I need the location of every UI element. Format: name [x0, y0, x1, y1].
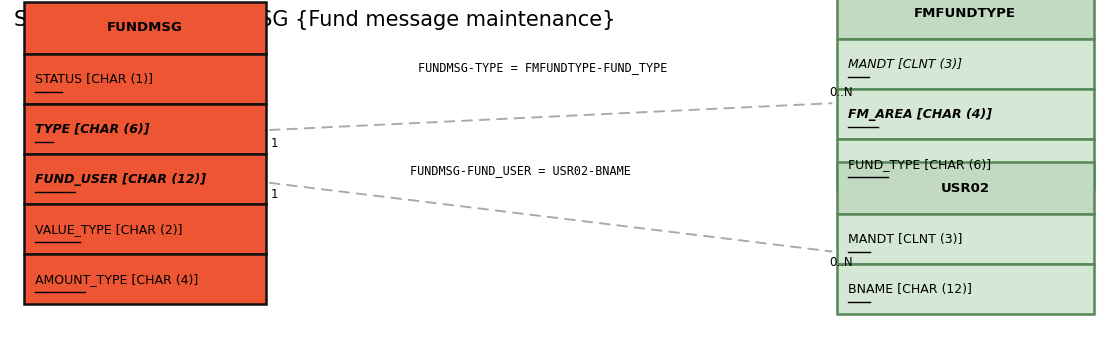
Text: MANDT [CLNT (3)]: MANDT [CLNT (3)]	[848, 233, 962, 246]
FancyBboxPatch shape	[837, 39, 1094, 89]
FancyBboxPatch shape	[24, 54, 266, 104]
Text: FM_AREA [CHAR (4)]: FM_AREA [CHAR (4)]	[848, 108, 992, 121]
FancyBboxPatch shape	[24, 104, 266, 154]
Text: 1: 1	[270, 188, 278, 201]
FancyBboxPatch shape	[837, 264, 1094, 314]
FancyBboxPatch shape	[24, 2, 266, 54]
FancyBboxPatch shape	[837, 139, 1094, 189]
Text: FUNDMSG-FUND_USER = USR02-BNAME: FUNDMSG-FUND_USER = USR02-BNAME	[410, 164, 632, 177]
FancyBboxPatch shape	[837, 214, 1094, 264]
Text: TYPE [CHAR (6)]: TYPE [CHAR (6)]	[35, 123, 150, 136]
Text: FUNDMSG: FUNDMSG	[107, 21, 183, 34]
Text: FUND_TYPE [CHAR (6)]: FUND_TYPE [CHAR (6)]	[848, 158, 991, 171]
FancyBboxPatch shape	[837, 0, 1094, 39]
Text: VALUE_TYPE [CHAR (2)]: VALUE_TYPE [CHAR (2)]	[35, 223, 183, 236]
Text: AMOUNT_TYPE [CHAR (4)]: AMOUNT_TYPE [CHAR (4)]	[35, 273, 198, 286]
FancyBboxPatch shape	[24, 254, 266, 304]
Text: BNAME [CHAR (12)]: BNAME [CHAR (12)]	[848, 283, 972, 296]
Text: SAP ABAP table FUNDMSG {Fund message maintenance}: SAP ABAP table FUNDMSG {Fund message mai…	[14, 10, 616, 30]
Text: STATUS [CHAR (1)]: STATUS [CHAR (1)]	[35, 73, 153, 86]
Text: USR02: USR02	[941, 182, 989, 195]
FancyBboxPatch shape	[837, 162, 1094, 214]
Text: 0..N: 0..N	[829, 257, 852, 269]
Text: FMFUNDTYPE: FMFUNDTYPE	[914, 6, 1016, 20]
FancyBboxPatch shape	[24, 154, 266, 204]
Text: 0..N: 0..N	[829, 87, 852, 99]
FancyBboxPatch shape	[837, 89, 1094, 139]
Text: MANDT [CLNT (3)]: MANDT [CLNT (3)]	[848, 58, 962, 71]
Text: FUND_USER [CHAR (12)]: FUND_USER [CHAR (12)]	[35, 173, 206, 186]
Text: FUNDMSG-TYPE = FMFUNDTYPE-FUND_TYPE: FUNDMSG-TYPE = FMFUNDTYPE-FUND_TYPE	[418, 61, 668, 74]
FancyBboxPatch shape	[24, 204, 266, 254]
Text: 1: 1	[270, 137, 278, 150]
